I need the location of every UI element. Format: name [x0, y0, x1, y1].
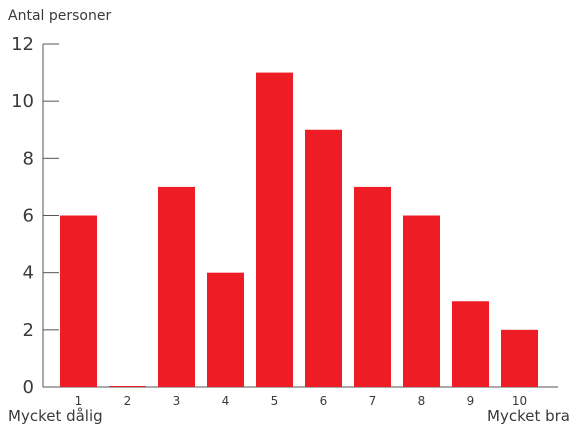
x-tick-label: 9 [467, 394, 475, 408]
bar [403, 215, 440, 387]
y-tick-label: 0 [23, 377, 34, 398]
bar [354, 186, 391, 387]
x-tick-label: 5 [271, 394, 279, 408]
bar [452, 301, 489, 387]
x-tick-label: 2 [124, 394, 132, 408]
x-axis-low-label: Mycket dålig [8, 407, 103, 425]
bar [256, 72, 293, 387]
x-tick-label: 3 [173, 394, 181, 408]
x-tick-label: 1 [75, 394, 83, 408]
y-tick-label: 12 [11, 34, 34, 55]
y-tick-label: 10 [11, 91, 34, 112]
x-tick-label: 10 [512, 394, 527, 408]
y-tick-labels: 0 2 4 6 8 10 12 [11, 34, 34, 398]
y-tick-label: 2 [23, 320, 34, 341]
x-tick-label: 4 [222, 394, 230, 408]
x-tick-labels: 1 2 3 4 5 6 7 8 9 10 [75, 394, 527, 408]
x-tick-label: 6 [320, 394, 328, 408]
chart-bars [60, 72, 538, 387]
y-axis-label: Antal personer [8, 8, 112, 24]
bar [158, 186, 195, 387]
bar [60, 215, 97, 387]
x-tick-label: 7 [369, 394, 377, 408]
bar [305, 129, 342, 387]
x-axis-high-label: Mycket bra [487, 407, 570, 425]
x-tick-label: 8 [418, 394, 426, 408]
bar [501, 329, 538, 387]
y-tick-label: 8 [23, 148, 34, 169]
bar [109, 386, 146, 387]
bar [207, 272, 244, 387]
y-tick-label: 6 [23, 206, 34, 227]
y-tick-label: 4 [23, 263, 34, 284]
